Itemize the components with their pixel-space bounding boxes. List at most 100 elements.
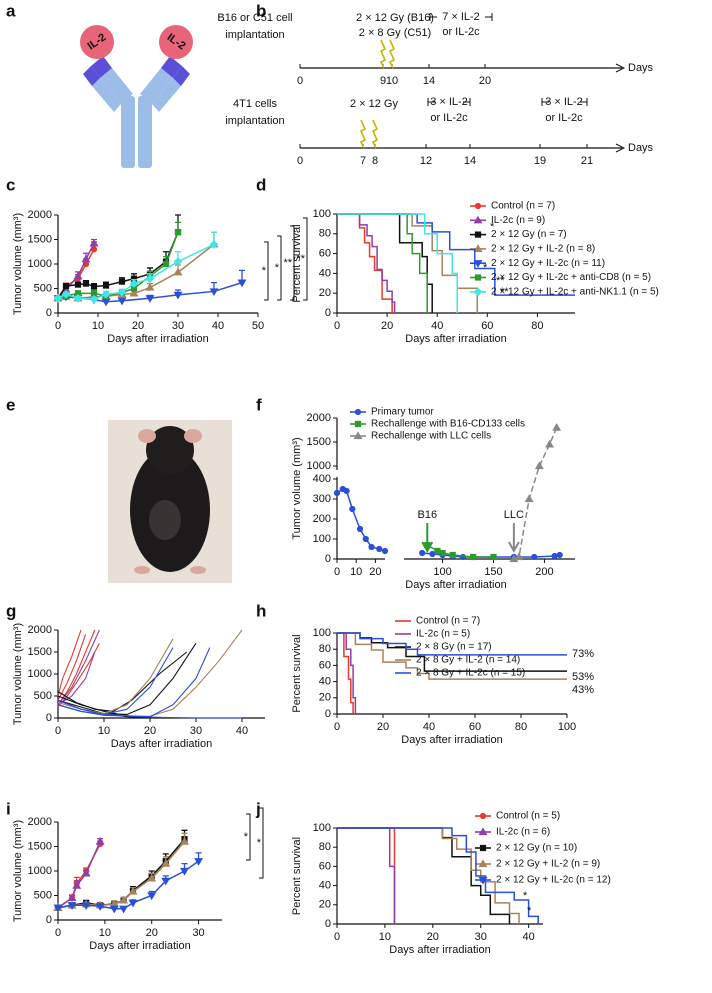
annotation: ** <box>500 286 509 298</box>
marker <box>89 294 99 304</box>
line-series <box>57 651 188 712</box>
significance-bracket <box>246 813 251 861</box>
x-tick-label: 80 <box>531 320 543 332</box>
x-tick-label: 20 <box>369 566 381 578</box>
x-tick-label: 0 <box>55 320 61 332</box>
timeline-tick-label: 0 <box>297 155 303 167</box>
survival-curve <box>337 213 479 313</box>
y-axis-title: Percent survival <box>291 224 303 302</box>
x-axis-title: Days after irradiation <box>111 738 213 750</box>
marker <box>524 494 534 503</box>
x-tick-label: 100 <box>433 566 451 578</box>
x-tick-label: 0 <box>334 721 340 733</box>
survival-curve <box>337 827 539 924</box>
y-tick-label: 40 <box>319 880 331 892</box>
annotation-arrow <box>421 523 434 554</box>
timeline-note: or IL-2c <box>430 112 468 124</box>
timeline-arrow <box>615 63 626 73</box>
marker <box>119 895 129 904</box>
legend-label: IL-2c (n = 6) <box>496 827 550 838</box>
marker <box>376 545 383 553</box>
marker <box>333 489 341 497</box>
marker <box>449 551 456 559</box>
significance-label: * <box>262 265 267 277</box>
marker <box>117 297 127 306</box>
annotation: 43% <box>572 684 594 696</box>
y-tick-label: 60 <box>319 248 331 260</box>
timeline-tick-label: 14 <box>423 75 435 87</box>
annotation: * <box>483 262 488 274</box>
legend-marker <box>473 260 483 268</box>
antibody-diagram <box>80 25 193 168</box>
panel-label: h <box>256 601 266 620</box>
line-series <box>57 841 101 909</box>
x-tick-label: 150 <box>484 566 502 578</box>
marker <box>147 892 157 901</box>
line-series <box>57 629 96 706</box>
x-tick-label: 30 <box>475 931 487 943</box>
legend-label: 2 × 12 Gy + IL-2c + anti-CD8 (n = 5) <box>491 272 651 283</box>
legend-label: 2 × 12 Gy + IL-2c (n = 12) <box>496 875 611 886</box>
marker <box>194 858 204 866</box>
legend-label: 2 × 12 Gy + IL-2 (n = 9) <box>496 859 600 870</box>
legend-label: 2 × 8 Gy (n = 17) <box>416 642 492 653</box>
y-tick-label: 20 <box>319 899 331 911</box>
timeline-unit: Days <box>628 62 654 74</box>
marker <box>161 877 171 886</box>
marker <box>67 902 77 910</box>
treatment-bracket <box>427 98 471 106</box>
y-tick-label: 0 <box>325 307 331 319</box>
x-tick-label: 40 <box>523 931 535 943</box>
marker <box>81 868 91 877</box>
y-tick-label: 200 <box>313 513 331 525</box>
legend-label: Rechallenge with LLC cells <box>371 431 491 442</box>
panel-label: a <box>6 1 16 20</box>
survival-curve <box>337 213 396 313</box>
survival-curve <box>337 632 354 714</box>
marker <box>419 549 426 557</box>
marker <box>209 240 219 249</box>
x-tick-label: 10 <box>92 320 104 332</box>
marker <box>173 257 183 266</box>
marker <box>180 867 189 876</box>
survival-curve <box>337 632 567 680</box>
marker <box>61 290 71 299</box>
mouse-photo <box>108 420 232 583</box>
annotation: ** <box>496 275 505 287</box>
marker <box>119 905 129 914</box>
marker <box>429 550 436 558</box>
marker <box>209 288 219 297</box>
marker <box>534 461 544 470</box>
treatment-bracket <box>541 98 588 106</box>
x-tick-label: 100 <box>558 721 576 733</box>
significance-label: * <box>257 837 262 849</box>
marker <box>102 282 110 289</box>
panel-label: b <box>256 1 266 20</box>
legend-label: 2 × 8 Gy + IL-2c (n = 15) <box>416 668 525 679</box>
y-tick-label: 100 <box>313 533 331 545</box>
y-tick-label: 60 <box>319 860 331 872</box>
survival-curve <box>337 213 459 313</box>
x-axis-title: Days after irradiation <box>405 333 507 345</box>
annotation: 53% <box>572 671 594 683</box>
panel-label: e <box>6 395 15 414</box>
panel-label: j <box>255 799 261 818</box>
significance-bracket <box>259 807 264 879</box>
marker <box>67 893 77 902</box>
radiation-bolt <box>388 39 396 69</box>
marker <box>89 238 99 247</box>
x-tick-label: 30 <box>190 725 202 737</box>
survival-curve <box>337 632 357 714</box>
y-tick-label: 20 <box>319 287 331 299</box>
panel-label: f <box>256 395 262 414</box>
marker <box>145 274 155 284</box>
x-tick-label: 30 <box>172 320 184 332</box>
marker <box>174 229 182 236</box>
x-tick-label: 20 <box>427 931 439 943</box>
legend-marker <box>474 231 482 238</box>
y-tick-label: 40 <box>319 267 331 279</box>
survival-curve <box>337 827 520 924</box>
y-tick-label: 400 <box>313 473 331 485</box>
line-series <box>57 843 101 909</box>
marker <box>81 902 91 910</box>
